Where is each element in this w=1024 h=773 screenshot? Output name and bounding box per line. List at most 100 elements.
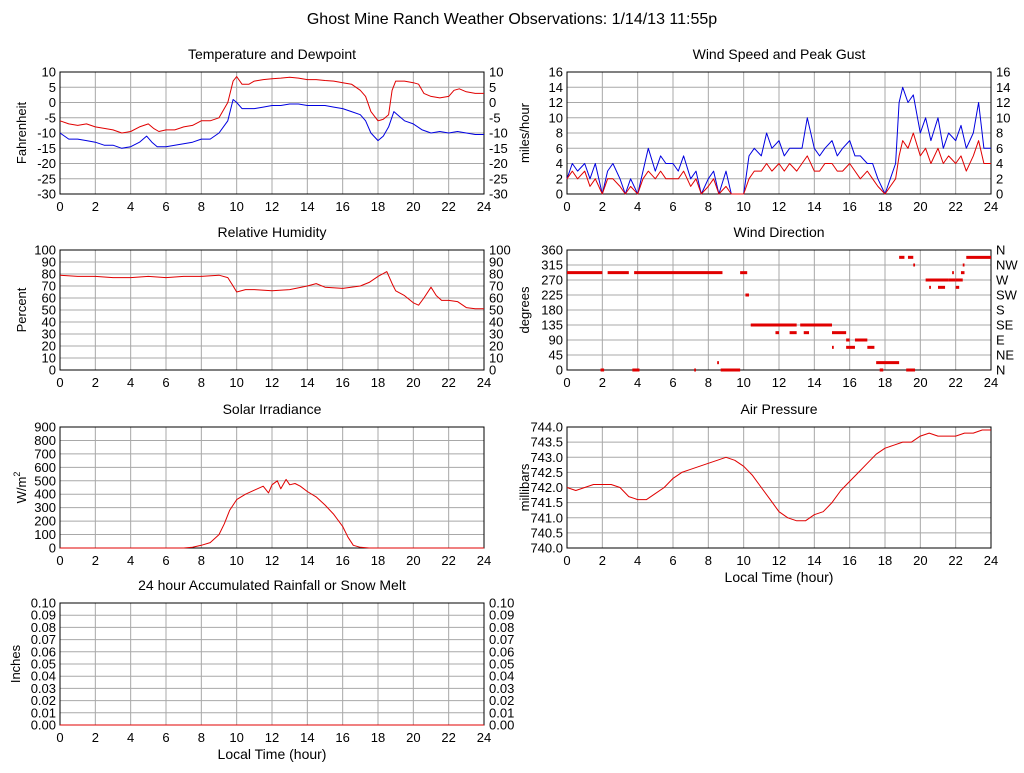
x-tick-label: 6 <box>669 375 676 390</box>
page-title: Ghost Mine Ranch Weather Observations: 1… <box>307 11 717 28</box>
y-right-label: 6 <box>996 141 1003 156</box>
x-tick-label: 10 <box>736 199 750 214</box>
y-tick-label: 100 <box>34 243 56 258</box>
rain-ylabel-text: Inches <box>8 644 23 683</box>
rain-ylabel: Inches <box>8 644 23 683</box>
y-tick-label: 90 <box>42 255 56 270</box>
x-tick-label: 22 <box>948 553 962 568</box>
y-tick-label: 270 <box>541 273 563 288</box>
x-tick-label: 22 <box>441 730 455 745</box>
y-tick-label: 50 <box>42 303 56 318</box>
x-tick-label: 16 <box>842 553 856 568</box>
y-tick-label: -25 <box>37 171 56 186</box>
y-right-label: 10 <box>489 351 503 366</box>
x-tick-label: 14 <box>300 553 314 568</box>
temperature-series-line-1 <box>59 99 484 149</box>
y-right-label: -25 <box>489 171 508 186</box>
x-tick-label: 4 <box>634 199 641 214</box>
x-tick-label: 8 <box>705 375 712 390</box>
y-right-label: -15 <box>489 141 508 156</box>
y-tick-label: 741.5 <box>530 495 563 510</box>
x-tick-label: 4 <box>127 730 134 745</box>
y-tick-label: 100 <box>34 527 56 542</box>
y-tick-label: 5 <box>49 80 56 95</box>
humidity-title: Relative Humidity <box>218 224 327 240</box>
x-tick-label: 0 <box>563 553 570 568</box>
y-right-label: 0.07 <box>489 632 514 647</box>
y-tick-label: 16 <box>549 65 563 80</box>
pressure-ylabel: millibars <box>517 463 532 511</box>
x-tick-label: 4 <box>634 375 641 390</box>
y-tick-label: 180 <box>541 303 563 318</box>
y-tick-label: 0.09 <box>31 608 56 623</box>
y-tick-label: -15 <box>37 141 56 156</box>
x-tick-label: 20 <box>406 199 420 214</box>
x-tick-label: 6 <box>669 553 676 568</box>
y-tick-label: 70 <box>42 279 56 294</box>
y-right-label: 10 <box>996 110 1010 125</box>
y-tick-label: 0.03 <box>31 681 56 696</box>
y-tick-label: 0.10 <box>31 596 56 611</box>
humidity-series-line-0 <box>59 271 484 310</box>
x-tick-label: 0 <box>56 199 63 214</box>
solar-ylabel: W/m2 <box>12 472 29 504</box>
temperature-title: Temperature and Dewpoint <box>188 46 356 62</box>
y-right-label: -20 <box>489 156 508 171</box>
x-tick-label: 0 <box>563 199 570 214</box>
y-right-label: 4 <box>996 156 1003 171</box>
y-tick-label: 0 <box>49 541 56 556</box>
y-right-label: -5 <box>489 110 501 125</box>
x-tick-label: 22 <box>948 375 962 390</box>
x-tick-label: 10 <box>229 730 243 745</box>
rain-xlabel: Local Time (hour) <box>218 746 327 762</box>
temperature-series-line-0 <box>59 76 484 134</box>
x-tick-label: 12 <box>772 553 786 568</box>
y-tick-label: 315 <box>541 258 563 273</box>
y-right-label: 0 <box>489 363 496 378</box>
x-tick-label: 14 <box>300 199 314 214</box>
x-tick-label: 20 <box>913 375 927 390</box>
y-right-label: 10 <box>489 65 503 80</box>
x-tick-label: 2 <box>92 375 99 390</box>
y-right-label: S <box>996 303 1005 318</box>
x-tick-label: 22 <box>948 199 962 214</box>
x-tick-label: 2 <box>599 199 606 214</box>
x-tick-label: 20 <box>406 375 420 390</box>
y-tick-label: 400 <box>34 487 56 502</box>
x-tick-label: 18 <box>878 375 892 390</box>
y-tick-label: -20 <box>37 156 56 171</box>
x-tick-label: 4 <box>634 553 641 568</box>
y-tick-label: 10 <box>42 351 56 366</box>
x-tick-label: 0 <box>56 730 63 745</box>
y-right-label: 30 <box>489 327 503 342</box>
x-tick-label: 12 <box>265 730 279 745</box>
x-tick-label: 18 <box>371 199 385 214</box>
x-tick-label: 10 <box>229 375 243 390</box>
humidity-plot-frame <box>59 249 485 371</box>
y-right-label: 0.06 <box>489 644 514 659</box>
y-right-label: N <box>996 243 1005 258</box>
y-right-label: 0.01 <box>489 705 514 720</box>
y-right-label: 60 <box>489 291 503 306</box>
y-right-label: 16 <box>996 65 1010 80</box>
x-tick-label: 4 <box>127 375 134 390</box>
x-tick-label: 16 <box>842 199 856 214</box>
x-tick-label: 18 <box>371 375 385 390</box>
x-tick-label: 18 <box>878 199 892 214</box>
y-tick-label: 743.0 <box>530 450 563 465</box>
y-tick-label: 0.07 <box>31 632 56 647</box>
y-right-label: 70 <box>489 279 503 294</box>
y-right-label: 12 <box>996 95 1010 110</box>
x-tick-label: 24 <box>477 199 491 214</box>
y-right-label: 0.02 <box>489 693 514 708</box>
y-right-label: 0.00 <box>489 718 514 733</box>
x-tick-label: 24 <box>984 375 998 390</box>
solar-series-line-0 <box>60 478 484 549</box>
y-tick-label: -10 <box>37 126 56 141</box>
y-right-label: W <box>996 273 1009 288</box>
y-right-label: -30 <box>489 187 508 202</box>
x-tick-label: 10 <box>736 553 750 568</box>
y-right-label: NW <box>996 258 1018 273</box>
y-tick-label: 0 <box>49 95 56 110</box>
